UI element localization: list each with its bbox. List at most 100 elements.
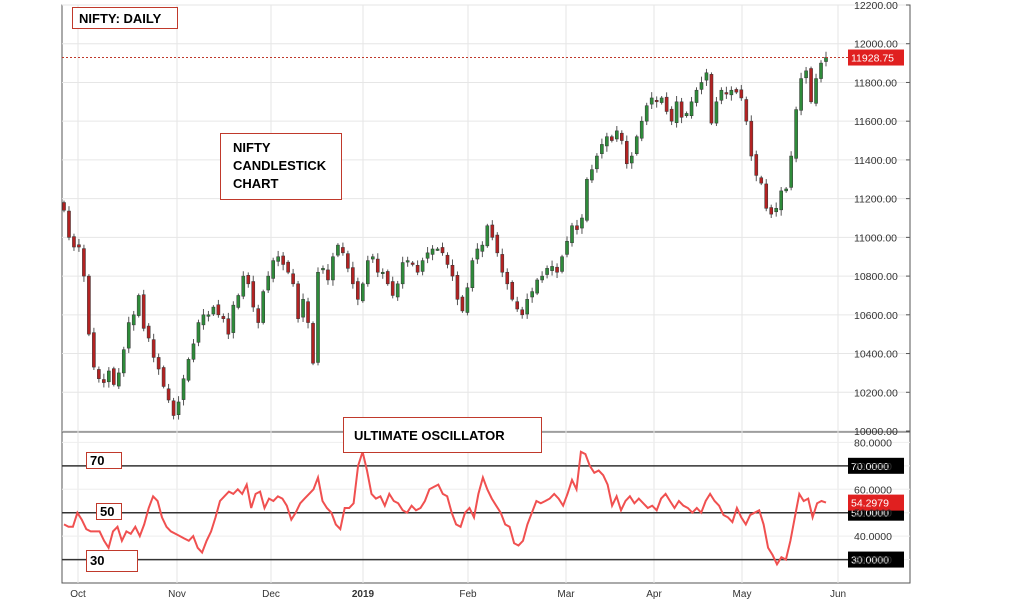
candle-body <box>759 177 764 184</box>
y-tick-label: 10000.00 <box>854 426 898 438</box>
candle-body <box>191 343 196 360</box>
candle-body <box>201 314 206 326</box>
y-tick-label: 11000.00 <box>854 232 897 244</box>
x-tick-label: Jun <box>830 589 846 600</box>
candle-body <box>346 253 350 269</box>
y-tick-label: 12200.00 <box>854 0 898 12</box>
candlestick-annotation: NIFTY CANDLESTICK CHART <box>220 133 342 200</box>
oscillator-title: ULTIMATE OSCILLATOR <box>343 417 542 453</box>
x-tick-label: Dec <box>262 589 280 600</box>
candle-body <box>455 275 460 300</box>
candle-body <box>72 236 76 248</box>
candle-body <box>351 267 355 285</box>
x-tick-label: Oct <box>70 589 86 600</box>
chart-frame <box>61 4 911 584</box>
price-panel: 11928.75 <box>62 49 904 420</box>
candle-body <box>774 208 778 213</box>
candle-body <box>126 322 131 349</box>
candle-body <box>136 295 141 316</box>
candle-body <box>271 260 275 279</box>
candle-body <box>400 262 405 285</box>
last-price-label: 11928.75 <box>851 53 894 65</box>
candle-body <box>166 388 171 401</box>
candle-body <box>366 260 370 285</box>
candle-body <box>719 89 724 101</box>
osc-last-badge <box>848 494 904 511</box>
candle-body <box>634 136 639 154</box>
candle-body <box>779 190 783 211</box>
candle-body <box>380 271 385 274</box>
candle-body <box>629 155 634 164</box>
annotation-line-2: CANDLESTICK <box>233 158 327 173</box>
candle-body <box>236 295 241 308</box>
y-tick-label: 10200.00 <box>854 387 898 399</box>
candle-body <box>465 287 470 313</box>
candle-body <box>595 155 599 170</box>
y-tick-label: 10600.00 <box>854 310 898 322</box>
candle-body <box>97 369 101 379</box>
x-tick-label: Nov <box>168 589 186 600</box>
candle-body <box>550 266 554 271</box>
candle-body <box>570 225 574 244</box>
candle-body <box>306 301 310 323</box>
annotation-line-3: CHART <box>233 176 279 191</box>
candle-body <box>231 304 236 333</box>
candle-body <box>754 154 759 176</box>
candle-body <box>799 78 803 111</box>
candle-body <box>87 275 91 335</box>
y-tick-label: 11200.00 <box>854 194 897 206</box>
candle-body <box>196 322 201 343</box>
level-30-label: 30 <box>86 550 138 572</box>
osc-y-tick-label: 80.0000 <box>854 437 892 449</box>
y-tick-label: 10400.00 <box>854 349 898 361</box>
osc-level-value: 70.0000 <box>851 461 889 473</box>
candle-body <box>435 248 440 251</box>
x-tick-label: 2019 <box>352 589 375 600</box>
candle-body <box>654 100 659 103</box>
candle-body <box>535 279 539 294</box>
candle-body <box>530 291 534 298</box>
osc-y-tick-label: 70.0000 <box>854 461 892 473</box>
candle-body <box>356 281 360 300</box>
candle-body <box>749 120 754 157</box>
level-70-label: 70 <box>86 452 122 469</box>
candle-body <box>171 400 176 416</box>
candle-body <box>679 101 684 118</box>
chart-title: NIFTY: DAILY <box>72 7 178 29</box>
candle-body <box>804 70 808 79</box>
candle-body <box>624 141 629 165</box>
candle-body <box>470 260 475 288</box>
candle-body <box>495 234 500 254</box>
oscillator-line <box>63 448 827 567</box>
candle-body <box>211 306 216 315</box>
candle-body <box>580 217 584 229</box>
candle-body <box>311 323 315 364</box>
candle-body <box>425 252 430 259</box>
candle-body <box>151 339 156 358</box>
candle-body <box>724 92 729 95</box>
candle-body <box>370 256 375 260</box>
candle-body <box>565 240 569 255</box>
candle-body <box>296 283 300 319</box>
candle-body <box>784 188 788 192</box>
candle-body <box>430 248 435 255</box>
osc-last-label: 54.2979 <box>851 498 889 510</box>
candle-body <box>744 99 749 122</box>
candle-body <box>445 254 450 265</box>
candle-body <box>331 256 335 281</box>
y-tick-label: 11800.00 <box>854 77 897 89</box>
candle-body <box>385 271 390 285</box>
oscillator-panel: 70.0000 50.0000 30.0000 54.2979 <box>62 448 904 568</box>
osc-y-tick-label: 60.0000 <box>854 484 892 496</box>
candle-body <box>639 120 644 139</box>
candle-body <box>321 268 325 271</box>
candle-body <box>480 244 485 252</box>
candle-body <box>684 113 689 117</box>
candle-body <box>739 89 744 99</box>
osc-y-tick-label: 40.0000 <box>854 531 892 543</box>
chart-grid <box>61 4 911 584</box>
candle-body <box>644 105 649 122</box>
candle-body <box>405 260 410 263</box>
candle-body <box>649 97 654 105</box>
candle-body <box>92 332 96 368</box>
